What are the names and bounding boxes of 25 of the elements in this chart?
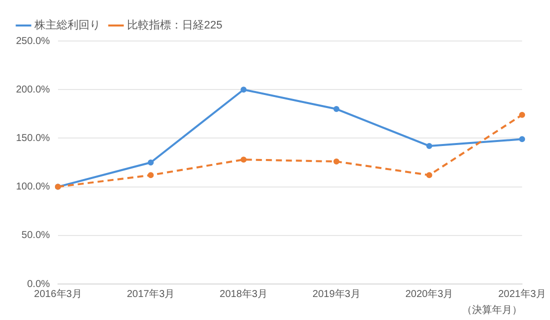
y-tick-label: 50.0% xyxy=(22,230,50,242)
y-tick-label: 150.0% xyxy=(16,132,50,144)
x-tick-label: 2018年3月 xyxy=(220,288,268,300)
x-tick-label: 2019年3月 xyxy=(312,288,360,300)
y-tick-label: 0.0% xyxy=(27,278,50,290)
y-tick-label: 250.0% xyxy=(16,36,50,47)
x-tick-label: 2020年3月 xyxy=(405,288,454,300)
point xyxy=(148,172,154,178)
y-tick-label: 200.0% xyxy=(16,84,50,96)
point xyxy=(333,106,340,112)
point xyxy=(333,158,340,165)
point xyxy=(240,86,247,93)
point xyxy=(148,160,154,166)
x-tick-label: 2017年3月 xyxy=(126,288,175,300)
legend-label: 株主総利回り xyxy=(34,18,100,32)
x-tick-label: 2016年3月 xyxy=(34,288,82,300)
point xyxy=(240,156,247,163)
legend-label: 比較指標：日経225 xyxy=(127,18,222,32)
point xyxy=(426,142,432,149)
y-tick-label: 100.0% xyxy=(16,182,50,193)
x-axis-title: （決算年月） xyxy=(462,304,522,316)
point xyxy=(426,172,432,178)
point xyxy=(519,112,526,118)
point xyxy=(519,136,526,142)
x-tick-label: 2021年3月 xyxy=(498,288,546,300)
